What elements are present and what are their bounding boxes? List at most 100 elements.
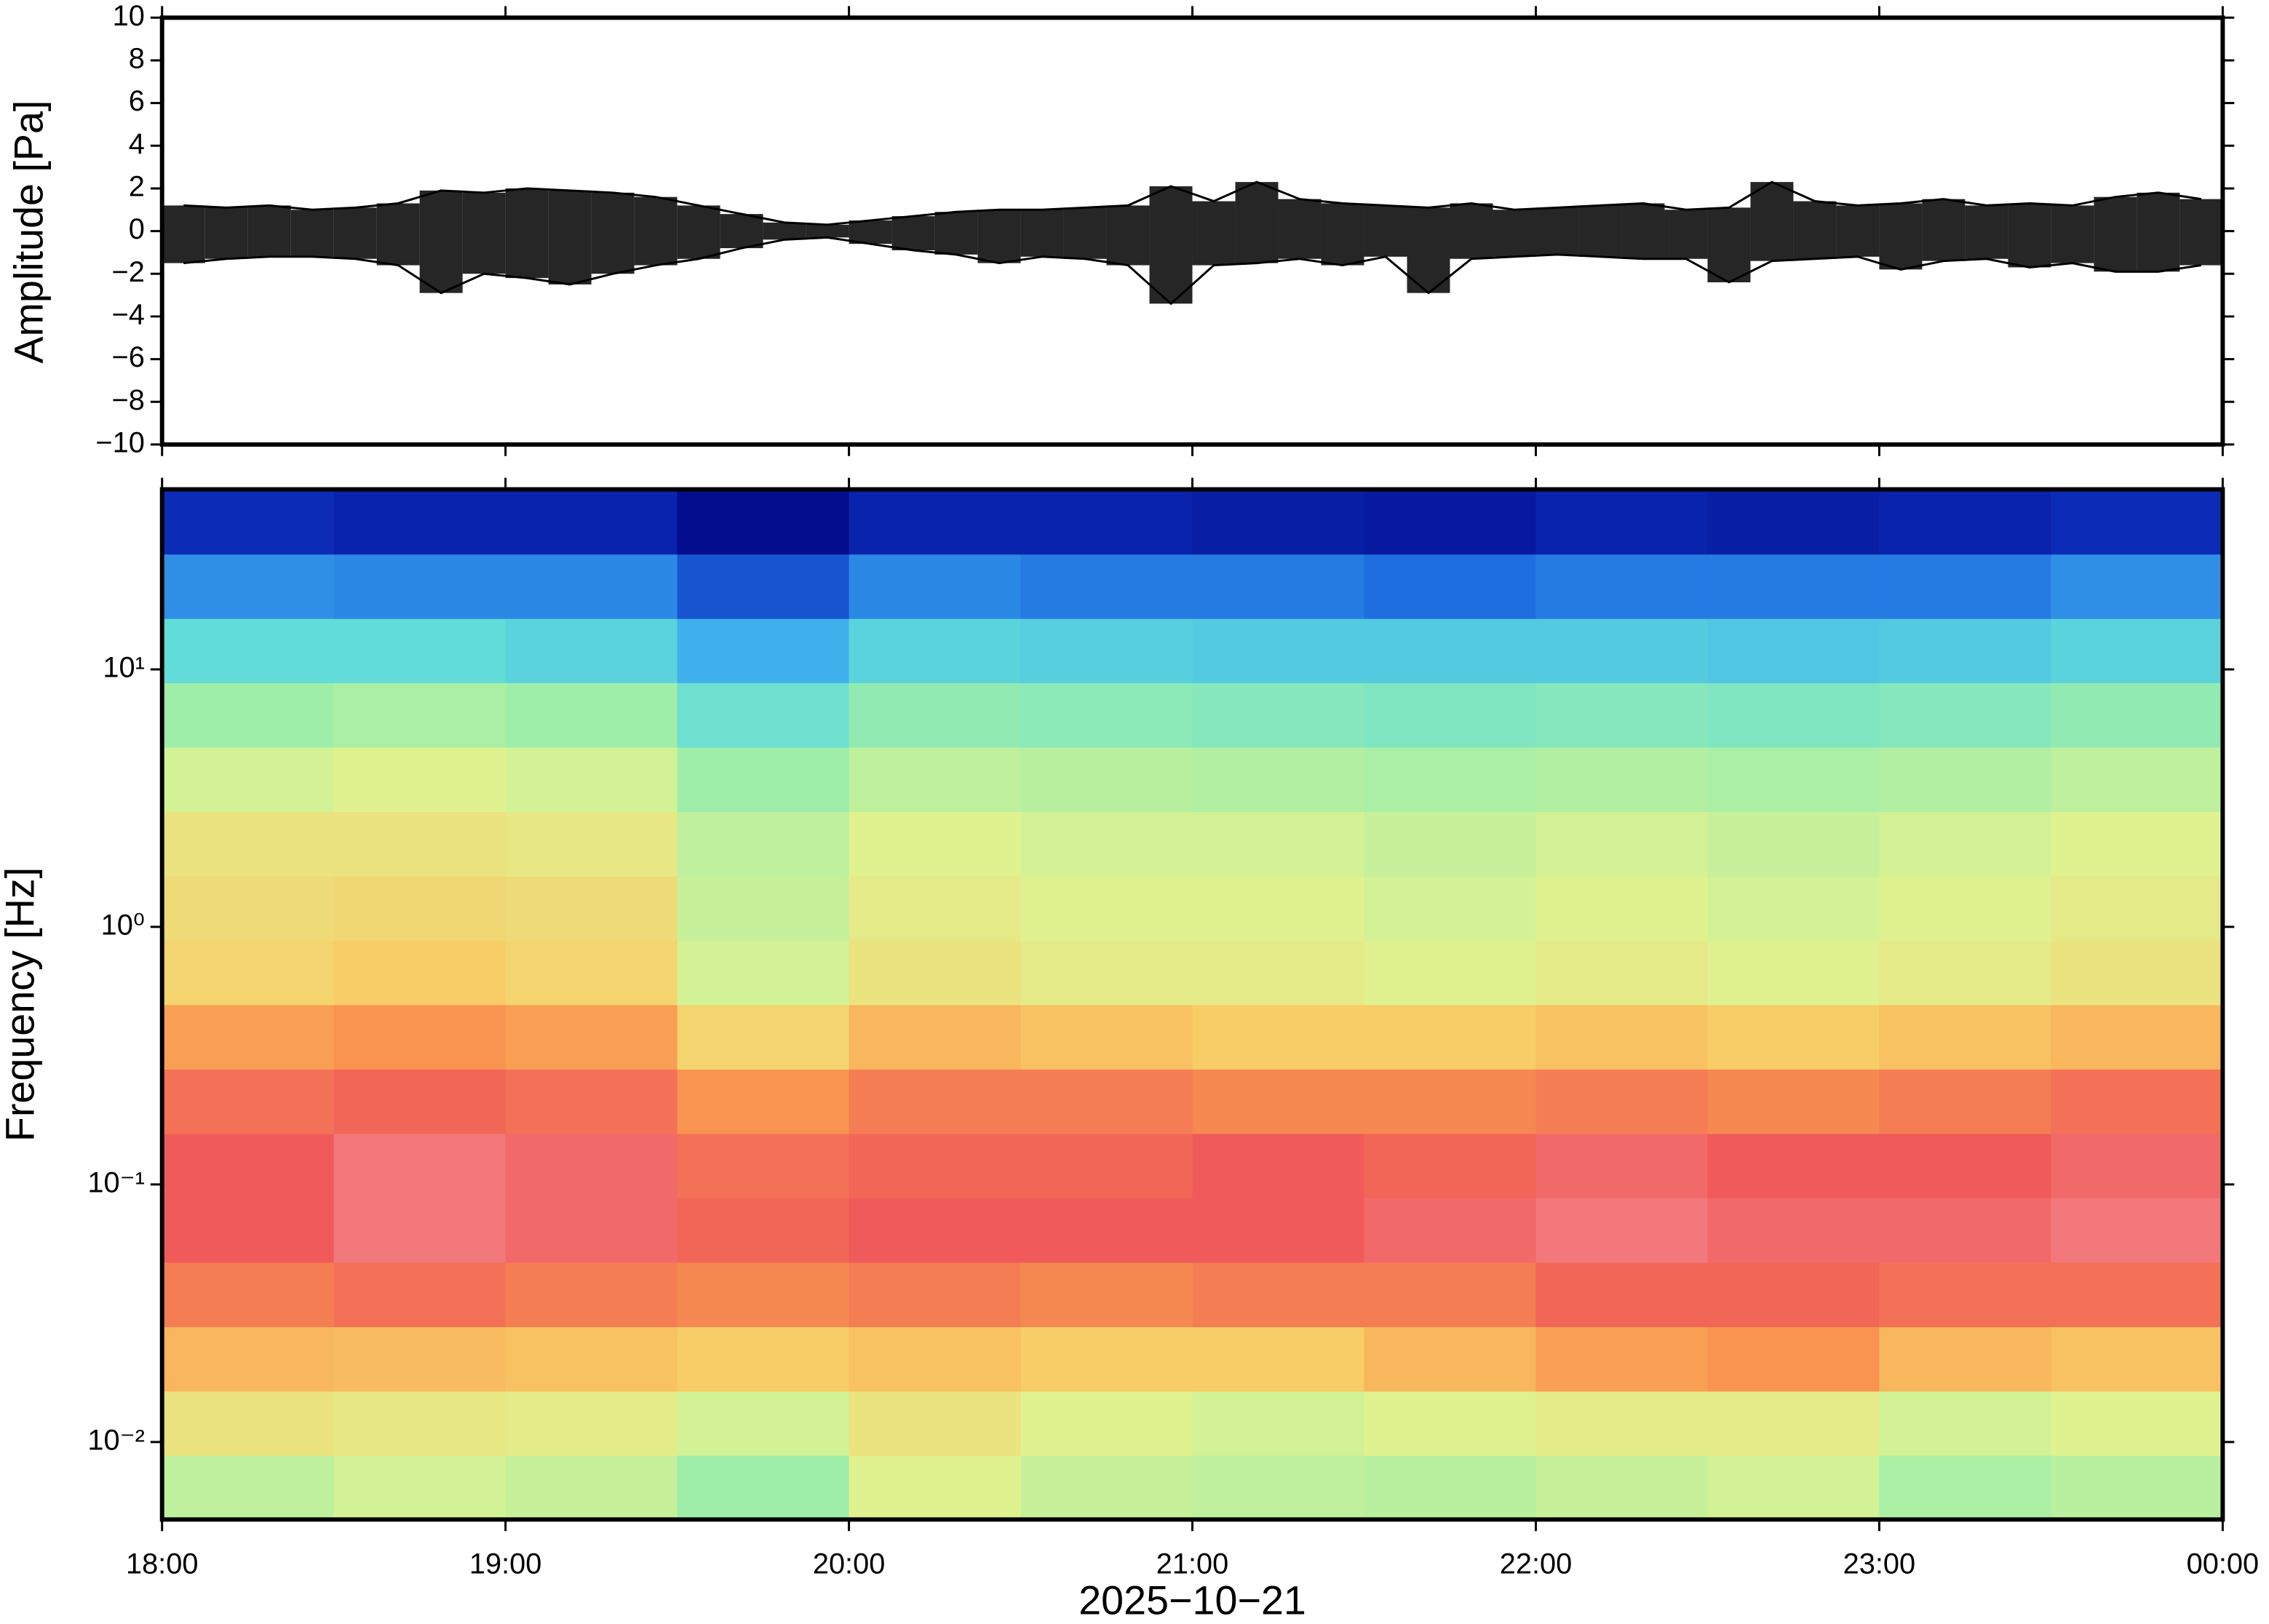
heatmap-cell xyxy=(1707,747,1880,813)
heatmap-cell xyxy=(849,489,1022,555)
x-tick-label: 18:00 xyxy=(126,1548,199,1580)
heatmap-cell xyxy=(505,747,678,813)
x-tick-label: 00:00 xyxy=(2187,1548,2260,1580)
heatmap-cell xyxy=(677,875,850,941)
heatmap-cell xyxy=(2051,1454,2224,1521)
envelope-line xyxy=(183,180,2202,226)
heatmap-cell xyxy=(1879,1004,2052,1070)
envelope-bar xyxy=(1707,207,1751,283)
envelope-bar xyxy=(977,210,1021,263)
envelope-bar xyxy=(1149,186,1193,304)
y-tick-label: −8 xyxy=(112,384,145,416)
x-tick-label: 19:00 xyxy=(469,1548,542,1580)
envelope-bar xyxy=(462,192,506,274)
heatmap-cell xyxy=(1364,1197,1537,1263)
heatmap-cell xyxy=(162,747,335,813)
y-tick-label: −2 xyxy=(112,256,145,288)
envelope-bar xyxy=(1793,201,1837,259)
y-tick-label: −10 xyxy=(95,426,144,458)
heatmap-cell xyxy=(677,1004,850,1070)
heatmap-cell xyxy=(1879,682,2052,748)
heatmap-cell xyxy=(677,1133,850,1198)
heatmap-cell xyxy=(1879,489,2052,555)
heatmap-cell xyxy=(2051,1326,2224,1392)
heatmap-cell xyxy=(1364,1069,1537,1134)
heatmap-cell xyxy=(1364,811,1537,877)
heatmap-cell xyxy=(849,1262,1022,1328)
heatmap-cell xyxy=(1364,1390,1537,1456)
envelope-bar xyxy=(1020,210,1064,257)
heatmap-cell xyxy=(1879,618,2052,683)
heatmap-cell xyxy=(505,682,678,748)
heatmap-cell xyxy=(849,682,1022,748)
heatmap-cell xyxy=(1707,682,1880,748)
heatmap-cell xyxy=(505,1262,678,1328)
heatmap-cell xyxy=(333,554,506,619)
heatmap-cell xyxy=(162,1004,335,1070)
heatmap-cell xyxy=(849,875,1022,941)
heatmap-cell xyxy=(162,489,335,555)
heatmap-cell xyxy=(677,1454,850,1521)
heatmap-cell xyxy=(1192,939,1365,1006)
heatmap-cell xyxy=(1192,1197,1365,1263)
heatmap-cell xyxy=(1364,1133,1537,1198)
heatmap-cell xyxy=(505,1454,678,1521)
heatmap-cell xyxy=(162,939,335,1006)
x-tick-label: 20:00 xyxy=(813,1548,886,1580)
heatmap-cell xyxy=(1707,1133,1880,1198)
x-tick-label: 22:00 xyxy=(1500,1548,1573,1580)
heatmap-cell xyxy=(1879,939,2052,1006)
heatmap-cell xyxy=(162,1262,335,1328)
heatmap-cell xyxy=(849,1069,1022,1134)
envelope-line xyxy=(183,236,2202,306)
heatmap-cell xyxy=(333,1390,506,1456)
heatmap-cell xyxy=(1192,875,1365,941)
envelope-bar xyxy=(634,196,677,266)
heatmap-cell xyxy=(333,875,506,941)
heatmap-cell xyxy=(1879,1133,2052,1198)
heatmap-cell xyxy=(1535,1197,1709,1263)
heatmap-cell xyxy=(1192,554,1365,619)
heatmap-cell xyxy=(677,618,850,683)
heatmap-cell xyxy=(162,682,335,748)
heatmap-cell xyxy=(333,747,506,813)
envelope-bar xyxy=(891,216,935,251)
envelope-bar xyxy=(1535,207,1579,255)
heatmap-cell xyxy=(1707,489,1880,555)
envelope-bar xyxy=(1621,203,1665,259)
heatmap-cell xyxy=(677,554,850,619)
heatmap-cell xyxy=(1020,1326,1193,1392)
heatmap-cell xyxy=(677,489,850,555)
heatmap-cell xyxy=(1020,747,1193,813)
heatmap-cell xyxy=(1707,875,1880,941)
heatmap-cell xyxy=(2051,747,2224,813)
heatmap-cell xyxy=(505,1069,678,1134)
heatmap-cell xyxy=(505,489,678,555)
heatmap-cell xyxy=(1535,875,1709,941)
heatmap-cell xyxy=(1020,1390,1193,1456)
x-tick-label: 23:00 xyxy=(1843,1548,1916,1580)
heatmap-cell xyxy=(1020,1262,1193,1328)
y-tick-label: 0 xyxy=(129,213,145,245)
y-tick-label: 4 xyxy=(129,128,145,160)
heatmap-cell xyxy=(1020,489,1193,555)
heatmap-cell xyxy=(1707,554,1880,619)
x-tick-label: 21:00 xyxy=(1156,1548,1229,1580)
heatmap-cell xyxy=(162,875,335,941)
heatmap-cell xyxy=(1020,1133,1193,1198)
heatmap-cell xyxy=(1535,489,1709,555)
heatmap-cell xyxy=(677,811,850,877)
heatmap-cell xyxy=(1192,1326,1365,1392)
heatmap-cell xyxy=(1364,489,1537,555)
y-tick-label: 6 xyxy=(129,85,145,117)
envelope-bar xyxy=(1364,205,1407,257)
heatmap-cell xyxy=(2051,1069,2224,1134)
heatmap-cell xyxy=(333,618,506,683)
envelope-bar xyxy=(720,214,763,249)
envelope-bar xyxy=(849,220,892,244)
heatmap-cell xyxy=(333,682,506,748)
heatmap-cell xyxy=(1364,1454,1537,1521)
heatmap-cell xyxy=(1020,1454,1193,1521)
heatmap-cell xyxy=(677,1326,850,1392)
